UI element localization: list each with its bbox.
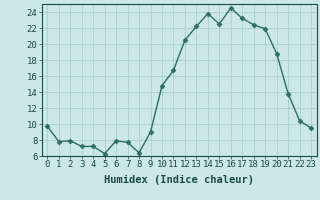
X-axis label: Humidex (Indice chaleur): Humidex (Indice chaleur) (104, 175, 254, 185)
